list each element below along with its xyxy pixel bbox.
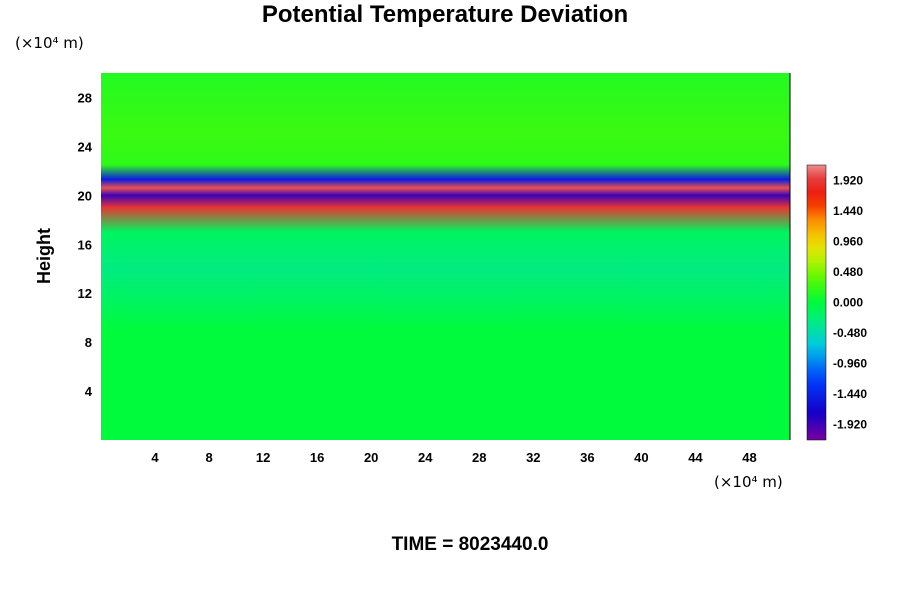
time-label: TIME = 8023440.0 (392, 534, 549, 555)
colorbar-tick-label: 1.440 (833, 204, 863, 218)
y-tick-label: 4 (85, 384, 93, 399)
x-tick-label: 16 (310, 450, 324, 465)
colorbar-tick-label: 0.000 (833, 296, 863, 310)
y-tick-label: 8 (85, 335, 92, 350)
colorbar-tick-label: -0.480 (833, 326, 867, 340)
x-tick-label: 28 (472, 450, 486, 465)
colorbar (806, 164, 827, 441)
x-tick-label: 40 (634, 450, 648, 465)
colorbar-tick-label: -1.920 (833, 418, 867, 432)
colorbar-tick-label: -0.960 (833, 357, 867, 371)
x-tick-label: 4 (151, 450, 159, 465)
colorbar-tick-label: 1.920 (833, 173, 863, 187)
colorbar-tick-labels: 1.920 1.440 0.960 0.480 0.000 -0.480 -0.960 -1.… (833, 173, 867, 431)
y-tick-label: 28 (78, 90, 92, 105)
x-tick-label: 20 (364, 450, 378, 465)
x-tick-label: 12 (256, 450, 270, 465)
y-tick-label: 16 (78, 237, 92, 252)
colorbar-tick-label: 0.480 (833, 265, 863, 279)
x-tick-label: 44 (688, 450, 703, 465)
y-tick-labels: 4 8 12 16 20 24 28 (78, 90, 93, 399)
y-tick-label: 12 (78, 286, 92, 301)
chart-title: Potential Temperature Deviation (262, 1, 628, 28)
y-tick-label: 24 (78, 139, 93, 154)
plot-area (101, 73, 790, 440)
y-tick-label: 20 (78, 188, 92, 203)
x-tick-labels: 4 8 12 16 20 24 28 32 36 40 44 48 (151, 450, 756, 465)
colorbar-tick-label: 0.960 (833, 234, 863, 248)
x-tick-label: 48 (742, 450, 756, 465)
x-tick-label: 36 (580, 450, 594, 465)
x-tick-label: 24 (418, 450, 433, 465)
y-axis-label: Height (34, 228, 54, 284)
colorbar-tick-label: -1.440 (833, 387, 867, 401)
x-tick-label: 8 (205, 450, 212, 465)
y-unit-label: (×10⁴ m) (15, 34, 84, 52)
x-unit-label: (×10⁴ m) (714, 473, 783, 491)
x-tick-label: 32 (526, 450, 540, 465)
